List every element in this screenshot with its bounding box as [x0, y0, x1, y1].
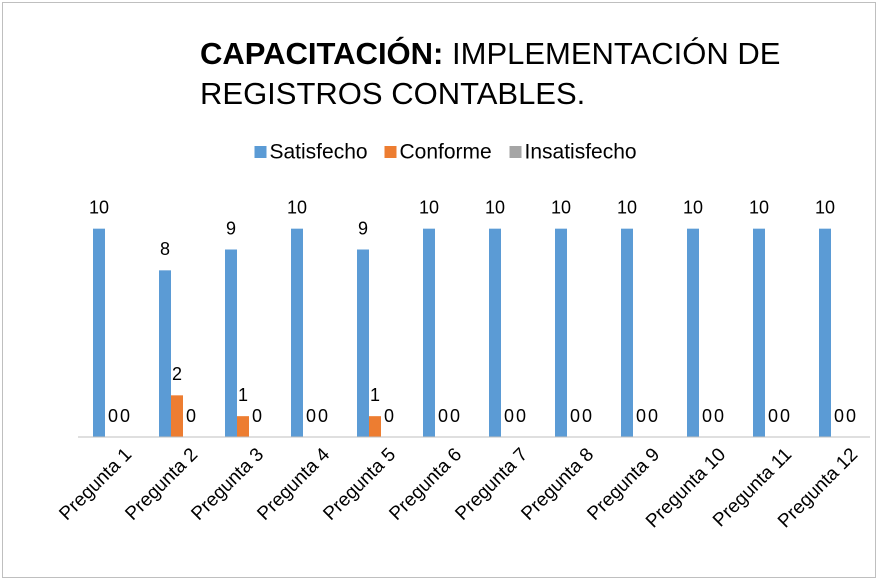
- data-label: 0: [438, 406, 448, 426]
- data-label: 2: [172, 364, 182, 384]
- data-label: 10: [551, 197, 571, 217]
- data-label: 10: [89, 197, 109, 217]
- bar: [357, 249, 369, 437]
- bar: [291, 228, 303, 437]
- bar: [555, 228, 567, 437]
- data-label: 9: [358, 218, 368, 238]
- data-label: 0: [516, 406, 526, 426]
- data-label: 10: [419, 197, 439, 217]
- data-label: 0: [570, 406, 580, 426]
- legend-label: Insatisfecho: [525, 141, 637, 164]
- bar: [819, 228, 831, 437]
- bar: [621, 228, 633, 437]
- bar: [225, 249, 237, 437]
- data-label: 0: [768, 406, 778, 426]
- data-label: 0: [846, 406, 856, 426]
- bar: [237, 416, 249, 437]
- data-label: 0: [636, 406, 646, 426]
- bar: [159, 270, 171, 437]
- data-label: 8: [160, 239, 170, 259]
- data-label: 1: [238, 385, 248, 405]
- data-label: 10: [683, 197, 703, 217]
- data-label: 10: [287, 197, 307, 217]
- data-label: 0: [582, 406, 592, 426]
- legend-label: Satisfecho: [270, 141, 368, 164]
- bar: [369, 416, 381, 437]
- bar: [93, 228, 105, 437]
- data-label: 10: [617, 197, 637, 217]
- data-label: 0: [834, 406, 844, 426]
- data-label: 10: [749, 197, 769, 217]
- chart-title: CAPACITACIÓN: IMPLEMENTACIÓN DE REGISTRO…: [200, 34, 820, 114]
- bar: [489, 228, 501, 437]
- data-label: 0: [252, 406, 262, 426]
- data-label: 0: [306, 406, 316, 426]
- bar: [753, 228, 765, 437]
- data-label: 0: [504, 406, 514, 426]
- title-text: IMPLEMENTACIÓN DE REGISTROS CONTABLES.: [200, 36, 781, 111]
- data-label: 0: [648, 406, 658, 426]
- data-label: 0: [318, 406, 328, 426]
- data-label: 0: [780, 406, 790, 426]
- bar: [171, 395, 183, 437]
- data-label: 1: [370, 385, 380, 405]
- legend-swatch: [254, 146, 267, 158]
- data-label: 0: [450, 406, 460, 426]
- bar: [687, 228, 699, 437]
- bar: [423, 228, 435, 437]
- title-bold: CAPACITACIÓN:: [200, 36, 444, 71]
- data-label: 9: [226, 218, 236, 238]
- data-label: 0: [120, 406, 130, 426]
- legend-label: Conforme: [400, 141, 492, 164]
- legend-swatch: [384, 146, 397, 158]
- data-label: 0: [702, 406, 712, 426]
- legend-swatch: [509, 146, 522, 158]
- data-label: 0: [714, 406, 724, 426]
- data-label: 0: [384, 406, 394, 426]
- data-label: 10: [815, 197, 835, 217]
- data-label: 10: [485, 197, 505, 217]
- data-label: 0: [186, 406, 196, 426]
- data-label: 0: [108, 406, 118, 426]
